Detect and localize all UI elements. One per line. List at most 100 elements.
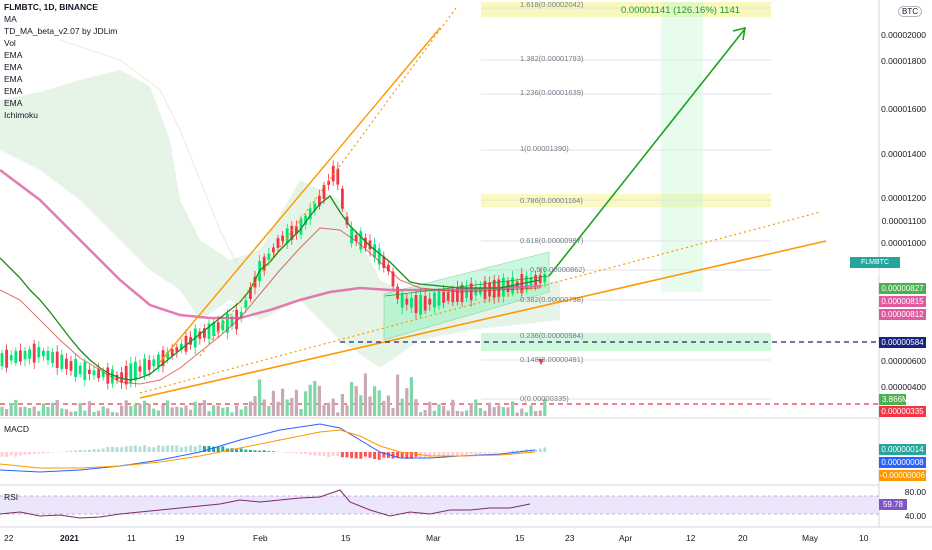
indicator-ema-5[interactable]: EMA: [4, 98, 23, 108]
volume-bar: [46, 406, 50, 416]
volume-bar: [304, 391, 308, 416]
volume-bar: [455, 410, 459, 416]
ichimoku-cloud-upper: [59, 39, 241, 271]
volume-bar: [377, 390, 381, 416]
macd-bar: [258, 450, 262, 452]
volume-bar: [400, 398, 404, 416]
macd-bar: [23, 452, 27, 455]
macd-bar: [432, 452, 436, 457]
macd-bar: [442, 452, 446, 458]
macd-bar: [267, 451, 271, 452]
macd-bar: [216, 446, 220, 452]
volume-bar: [428, 401, 432, 416]
volume-bar: [207, 411, 211, 416]
volume-bar: [423, 410, 427, 416]
volume-bar: [483, 410, 487, 416]
currency-label[interactable]: BTC: [898, 6, 922, 17]
macd-bar: [115, 447, 119, 452]
macd-bar: [304, 452, 308, 454]
volume-bar: [460, 411, 464, 416]
volume-badge: 3.866M: [879, 394, 909, 405]
indicator-ema-4[interactable]: EMA: [4, 86, 23, 96]
macd-bar: [327, 452, 331, 458]
macd-bar: [87, 449, 91, 452]
macd-bar: [124, 446, 128, 452]
signal-line-badge: -0.00000006: [879, 470, 926, 481]
macd-bar: [465, 452, 469, 455]
macd-bar: [143, 445, 147, 452]
volume-bar: [474, 399, 478, 416]
macd-bar: [83, 450, 87, 452]
volume-bar: [465, 410, 469, 416]
volume-bar: [478, 408, 482, 416]
volume-bar: [313, 380, 317, 416]
ema-red-step: [0, 227, 541, 385]
macd-title[interactable]: MACD: [4, 424, 30, 434]
volume-bar: [520, 408, 524, 416]
price-badge-low: 0.00000335: [879, 406, 926, 417]
volume-bar: [501, 407, 505, 416]
price-tick: 0.00002000: [881, 30, 926, 40]
macd-bar: [175, 445, 179, 452]
price-tick: 0.00001000: [881, 238, 926, 248]
indicator-vol[interactable]: Vol: [4, 38, 16, 48]
signal-line: [0, 429, 536, 469]
volume-bar: [488, 402, 492, 416]
fib-label: 0.382(0.00000738): [520, 295, 584, 304]
volume-bar: [244, 406, 248, 416]
volume-bar: [110, 411, 114, 416]
time-tick: 20: [738, 533, 748, 543]
fib-label: 0(0.00000335): [520, 394, 569, 403]
indicator-ema-3[interactable]: EMA: [4, 74, 23, 84]
macd-bar: [534, 449, 538, 452]
indicator-td-ma[interactable]: TD_MA_beta_v2.07 by JDLim: [4, 26, 118, 36]
volume-bar: [373, 386, 377, 416]
volume-bar: [147, 403, 151, 416]
macd-bar: [492, 452, 496, 453]
fib-label: 1.618(0.00002042): [520, 0, 584, 9]
macd-bar: [538, 448, 542, 452]
indicator-ema-2[interactable]: EMA: [4, 62, 23, 72]
macd-bar: [511, 450, 515, 452]
macd-bar: [147, 446, 151, 452]
volume-bar: [382, 400, 386, 416]
volume-bar: [253, 396, 257, 416]
volume-bar: [14, 399, 18, 416]
fib-label: 0.618(0.00000987): [520, 236, 584, 245]
volume-bar: [198, 404, 202, 416]
volume-bar: [193, 401, 197, 416]
volume-bar: [225, 406, 229, 416]
macd-hist-badge: 0.00000014: [879, 444, 926, 455]
macd-bar: [138, 446, 142, 452]
volume-bar: [340, 393, 344, 416]
indicator-ichimoku[interactable]: Ichimoku: [4, 110, 39, 120]
macd-bar: [340, 452, 344, 458]
volume-bar: [92, 412, 96, 416]
macd-bar: [97, 449, 101, 452]
time-tick: Apr: [619, 533, 633, 543]
macd-bar: [308, 452, 312, 456]
macd-bar: [253, 450, 257, 452]
volume-bar: [161, 404, 165, 416]
macd-bar: [46, 452, 50, 454]
macd-bar: [373, 452, 377, 460]
indicator-ema-1[interactable]: EMA: [4, 50, 23, 60]
macd-bar: [488, 452, 492, 454]
volume-bar: [271, 390, 275, 416]
fib-label: 1.382(0.00001793): [520, 54, 584, 63]
rsi-title[interactable]: RSI: [4, 492, 19, 502]
indicator-ma[interactable]: MA: [4, 14, 17, 24]
volume-bar: [511, 401, 515, 416]
volume-bar: [133, 404, 137, 416]
volume-bar: [308, 384, 312, 416]
volume-bar: [248, 401, 252, 416]
volume-bar: [258, 379, 262, 416]
volume-bar: [179, 407, 183, 416]
volume-bar: [166, 400, 170, 416]
macd-histogram: [0, 444, 547, 460]
fib-label: 0.5(0.00000862): [530, 265, 586, 274]
macd-bar: [120, 447, 124, 452]
macd-bar: [350, 452, 354, 459]
